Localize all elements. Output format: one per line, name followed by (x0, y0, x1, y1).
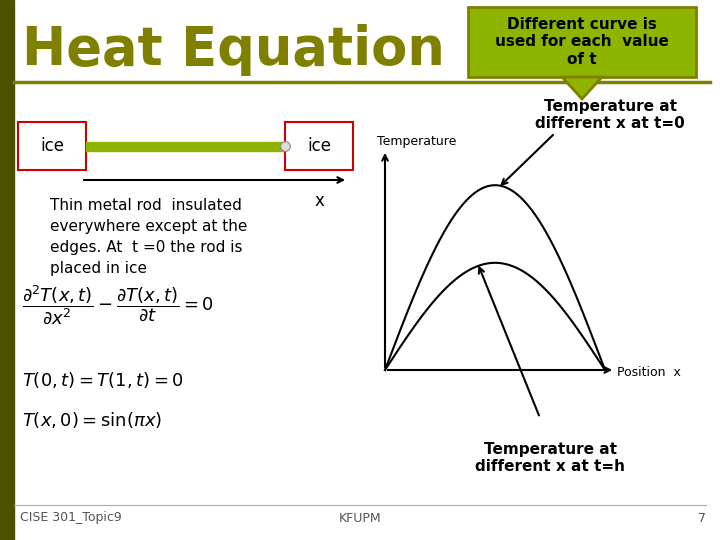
Bar (0, 0, 14, 540)
Text: ice: ice (40, 137, 64, 155)
Bar (86, 141, 285, 151)
Text: Temperature at
different x at t=h: Temperature at different x at t=h (475, 442, 625, 474)
Bar (468, 7, 696, 77)
Text: Temperature: Temperature (377, 135, 456, 148)
Text: x: x (314, 192, 324, 210)
Text: KFUPM: KFUPM (338, 511, 382, 524)
Text: ice: ice (307, 137, 331, 155)
Bar (285, 122, 353, 170)
Text: $T(x,0) = \sin(\pi x)$: $T(x,0) = \sin(\pi x)$ (22, 410, 162, 430)
Text: $T(0,t) = T(1,t) = 0$: $T(0,t) = T(1,t) = 0$ (22, 370, 184, 390)
Polygon shape (562, 77, 602, 99)
Text: Position  x: Position x (617, 366, 681, 379)
Text: Different curve is
used for each  value
of t: Different curve is used for each value o… (495, 17, 669, 67)
Text: Temperature at
different x at t=0: Temperature at different x at t=0 (535, 99, 685, 131)
Text: $\dfrac{\partial^2 T(x,t)}{\partial x^2} - \dfrac{\partial T(x,t)}{\partial t} =: $\dfrac{\partial^2 T(x,t)}{\partial x^2}… (22, 284, 214, 327)
Bar (18, 122, 86, 170)
Text: 7: 7 (698, 511, 706, 524)
Text: Heat Equation: Heat Equation (22, 24, 445, 76)
Text: Thin metal rod  insulated
everywhere except at the
edges. At  t =0 the rod is
pl: Thin metal rod insulated everywhere exce… (50, 198, 248, 276)
Text: CISE 301_Topic9: CISE 301_Topic9 (20, 511, 122, 524)
